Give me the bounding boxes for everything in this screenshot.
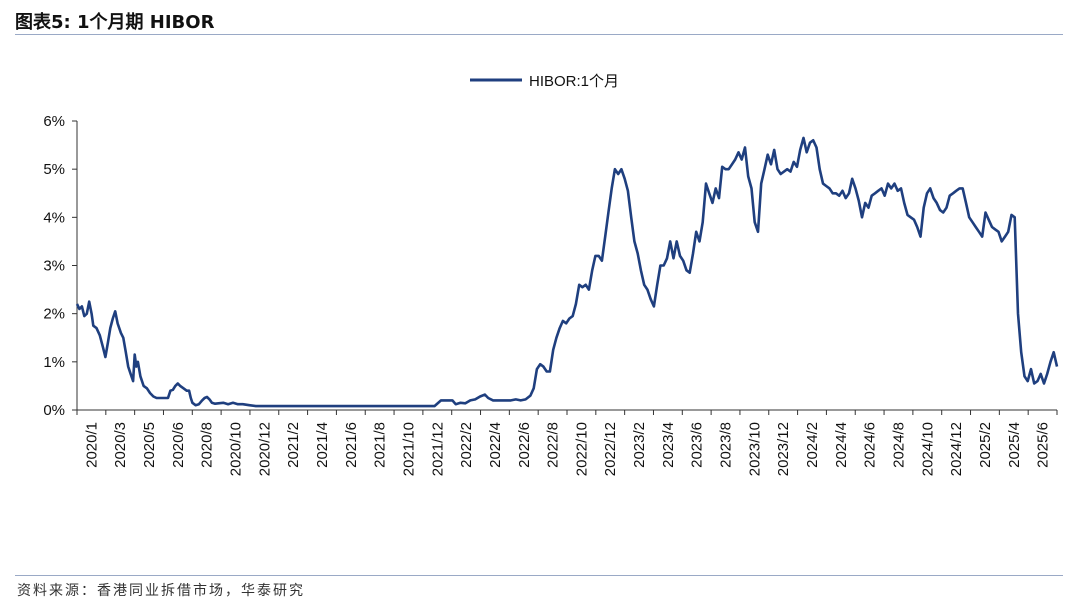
chart-legend: HIBOR:1个月	[470, 73, 619, 90]
x-tick-label: 2021/8	[372, 422, 389, 468]
x-tick-label: 2020/3	[112, 422, 129, 468]
series-line-hibor-1m	[75, 136, 1059, 408]
x-tick-label: 2020/6	[170, 422, 187, 468]
y-tick-label: 3%	[43, 258, 65, 275]
x-tick-label: 2020/8	[199, 422, 216, 468]
x-tick-label: 2024/10	[919, 422, 936, 476]
x-tick-label: 2025/4	[1006, 422, 1023, 468]
source-note: 资料来源：香港同业拆借市场，华泰研究	[17, 583, 305, 599]
x-tick-label: 2022/6	[516, 422, 533, 468]
x-tick-label: 2024/8	[890, 422, 907, 468]
x-tick-label: 2021/4	[314, 422, 331, 468]
footer-divider	[15, 575, 1063, 576]
x-axis-ticks: 2020/1 2020/3 2020/5 2020/6 2020/8 2020/10 202…	[76, 410, 1058, 476]
x-tick-label: 2020/12	[256, 422, 273, 476]
y-tick-label: 4%	[43, 209, 65, 226]
x-tick-label: 2023/2	[631, 422, 648, 468]
y-tick-label: 2%	[43, 306, 65, 323]
x-tick-label: 2021/12	[429, 422, 446, 476]
x-tick-label: 2025/2	[977, 422, 994, 468]
x-tick-label: 2024/6	[862, 422, 879, 468]
x-tick-label: 2021/6	[343, 422, 360, 468]
x-tick-label: 2022/8	[545, 422, 562, 468]
legend-label: HIBOR:1个月	[529, 73, 619, 90]
y-axis-ticks: 0% 1% 2% 3% 4% 5% 6%	[43, 113, 77, 419]
x-tick-label: 2023/12	[775, 422, 792, 476]
x-tick-label: 2023/10	[746, 422, 763, 476]
x-tick-label: 2021/2	[285, 422, 302, 468]
x-tick-label: 2023/6	[689, 422, 706, 468]
chart-axes	[76, 121, 1057, 411]
x-tick-label: 2024/2	[804, 422, 821, 468]
x-tick-label: 2024/12	[948, 422, 965, 476]
x-tick-label: 2020/5	[141, 422, 158, 468]
x-tick-label: 2024/4	[833, 422, 850, 468]
y-tick-label: 6%	[43, 113, 65, 130]
chart-header: 图表5: 1个月期 HIBOR	[15, 6, 1063, 35]
x-tick-label: 2023/8	[718, 422, 735, 468]
x-tick-label: 2022/10	[573, 422, 590, 476]
x-tick-label: 2021/10	[400, 422, 417, 476]
x-tick-label: 2023/4	[660, 422, 677, 468]
x-tick-label: 2022/2	[458, 422, 475, 468]
x-tick-label: 2020/10	[228, 422, 245, 476]
chart-figure-title: 图表5: 1个月期 HIBOR	[15, 12, 215, 33]
x-tick-label: 2022/4	[487, 422, 504, 468]
x-tick-label: 2020/1	[83, 422, 100, 468]
x-tick-label: 2025/6	[1035, 422, 1052, 468]
y-tick-label: 5%	[43, 161, 65, 178]
y-tick-label: 1%	[43, 354, 65, 371]
x-tick-label: 2022/12	[602, 422, 619, 476]
y-tick-label: 0%	[43, 402, 65, 419]
